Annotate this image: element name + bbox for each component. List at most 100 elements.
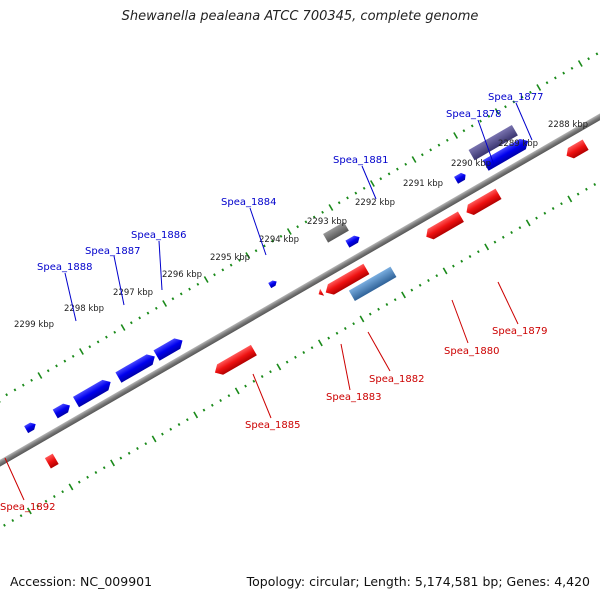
- scale-minor-tick: [335, 331, 339, 335]
- scale-minor-tick: [55, 364, 58, 368]
- gene-arrow[interactable]: [463, 188, 502, 218]
- gene-label[interactable]: Spea_1879: [492, 326, 547, 337]
- accession-text: Accession: NC_009901: [10, 574, 153, 589]
- scale-major-tick: [120, 324, 126, 331]
- gene-label[interactable]: Spea_1887: [85, 246, 140, 257]
- gene-arrow[interactable]: [317, 288, 325, 298]
- scale-minor-tick: [385, 303, 389, 306]
- gene-arrow[interactable]: [345, 234, 361, 248]
- scale-minor-tick: [262, 244, 266, 248]
- scale-minor-tick: [576, 192, 580, 196]
- scale-label: 2297 kbp: [113, 288, 153, 298]
- scale-major-tick: [203, 276, 209, 283]
- gene-arrow[interactable]: [454, 171, 468, 184]
- reverse-strand-genes: [44, 139, 589, 469]
- scale-minor-tick: [427, 279, 430, 282]
- scale-minor-tick: [294, 355, 297, 359]
- scale-minor-tick: [213, 273, 216, 277]
- scale-minor-tick: [5, 393, 9, 397]
- gene-arrow[interactable]: [268, 279, 278, 289]
- scale-minor-tick: [418, 283, 422, 287]
- scale-minor-tick: [387, 172, 391, 176]
- gene-label[interactable]: Spea_1886: [131, 230, 186, 241]
- scale-major-tick: [536, 84, 542, 91]
- gene-arrow[interactable]: [153, 335, 186, 361]
- scale-minor-tick: [429, 148, 433, 152]
- gene-label[interactable]: Spea_1878: [446, 109, 501, 120]
- scale-minor-tick: [452, 264, 455, 268]
- scale-minor-tick: [587, 57, 590, 61]
- gene-label[interactable]: Spea_1884: [221, 197, 276, 208]
- scale-minor-tick: [352, 322, 356, 326]
- scale-minor-tick: [169, 427, 173, 431]
- scale-minor-tick: [354, 191, 358, 195]
- gene-label[interactable]: Spea_1881: [333, 155, 388, 166]
- scale-major-tick: [245, 252, 251, 259]
- scale-minor-tick: [136, 447, 139, 450]
- scale-minor-tick: [479, 119, 482, 123]
- scale-minor-tick: [404, 162, 408, 166]
- gene-arrow[interactable]: [323, 221, 349, 243]
- scale-major-tick: [151, 435, 157, 443]
- gene-arrow[interactable]: [72, 377, 114, 408]
- scale-minor-tick: [94, 471, 98, 474]
- scale-minor-tick: [179, 292, 183, 296]
- scale-minor-tick: [543, 211, 547, 215]
- gene-arrow[interactable]: [52, 401, 73, 419]
- scale-minor-tick: [585, 187, 588, 191]
- scale-major-tick: [276, 363, 282, 371]
- scale-label: 2298 kbp: [64, 304, 104, 314]
- scale-minor-tick: [52, 495, 56, 498]
- scale-major-tick: [411, 156, 417, 163]
- scale-minor-tick: [553, 76, 557, 80]
- gene-arrow[interactable]: [24, 421, 38, 434]
- scale-minor-tick: [327, 336, 331, 340]
- scale-label: 2291 kbp: [403, 179, 443, 189]
- scale-minor-tick: [86, 475, 89, 479]
- scale-minor-tick: [346, 196, 349, 200]
- scale-minor-tick: [570, 66, 574, 70]
- scale-minor-tick: [296, 225, 300, 229]
- scale-major-tick: [68, 483, 74, 491]
- scale-minor-tick: [312, 215, 316, 219]
- gene-arrow[interactable]: [323, 263, 370, 298]
- scale-minor-tick: [396, 167, 399, 171]
- scale-minor-tick: [410, 288, 414, 292]
- scale-minor-tick: [476, 250, 480, 254]
- scale-minor-tick: [445, 138, 449, 142]
- scale-major-tick: [442, 267, 448, 275]
- gene-arrow[interactable]: [468, 124, 518, 161]
- scale-minor-tick: [238, 258, 241, 262]
- gene-arrow[interactable]: [564, 139, 589, 161]
- map-title: Shewanella pealeana ATCC 700345, complet…: [121, 9, 479, 24]
- scale-minor-tick: [362, 186, 366, 190]
- scale-minor-tick: [504, 105, 507, 109]
- scale-minor-tick: [260, 375, 264, 378]
- scale-major-tick: [0, 396, 1, 403]
- gene-label[interactable]: Spea_1888: [37, 262, 92, 273]
- scale-major-tick: [317, 339, 323, 347]
- scale-label: 2295 kbp: [210, 253, 250, 263]
- gene-arrow[interactable]: [423, 211, 464, 242]
- gene-label[interactable]: Spea_1885: [245, 420, 300, 431]
- scale-minor-tick: [510, 231, 513, 234]
- gene-arrow[interactable]: [348, 266, 397, 302]
- scale-minor-tick: [545, 81, 549, 85]
- gene-label[interactable]: Spea_1883: [326, 392, 381, 403]
- scale-minor-tick: [171, 297, 175, 301]
- gene-label[interactable]: Spea_1892: [0, 502, 55, 513]
- gene-arrow[interactable]: [482, 136, 531, 171]
- gene-label[interactable]: Spea_1882: [369, 374, 424, 385]
- scale-label: 2294 kbp: [259, 235, 299, 245]
- scale-minor-tick: [244, 384, 247, 388]
- gene-label[interactable]: Spea_1877: [488, 92, 543, 103]
- scale-minor-tick: [11, 519, 15, 522]
- scale-minor-tick: [188, 287, 191, 291]
- scale-major-tick: [162, 300, 168, 307]
- gene-arrow[interactable]: [115, 351, 157, 383]
- gene-arrow[interactable]: [212, 344, 257, 378]
- scale-minor-tick: [36, 504, 40, 508]
- gene-arrow[interactable]: [44, 453, 59, 469]
- scale-major-tick: [79, 348, 84, 355]
- gene-label[interactable]: Spea_1880: [444, 346, 499, 357]
